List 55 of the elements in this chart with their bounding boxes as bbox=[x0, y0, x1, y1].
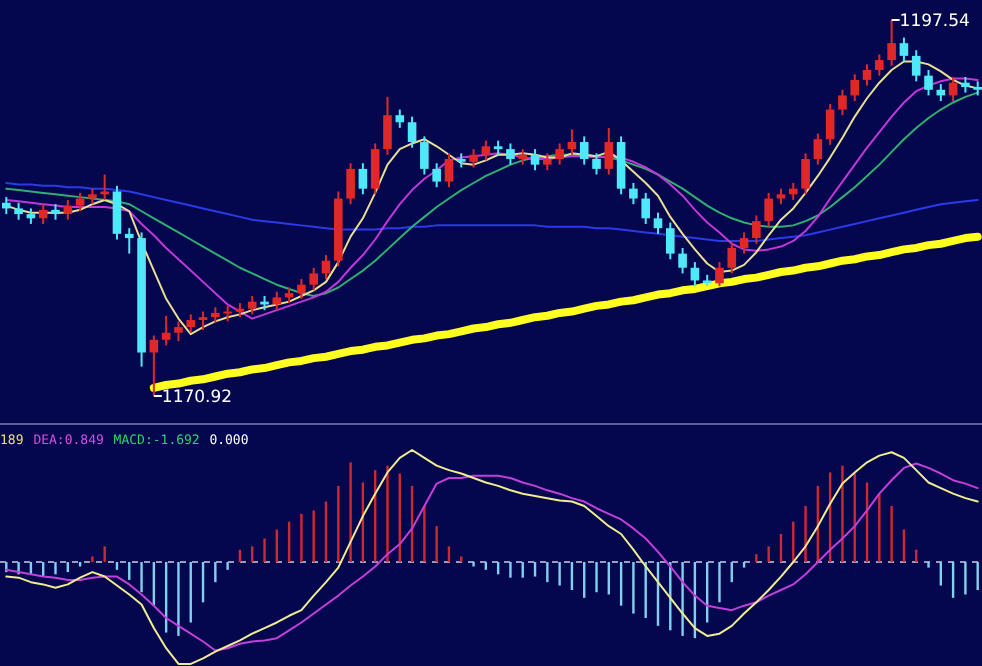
candlestick bbox=[395, 108, 405, 129]
annotation: 1170.92 bbox=[161, 388, 233, 408]
candlestick bbox=[370, 142, 380, 196]
candlestick bbox=[801, 152, 810, 196]
annotation: 1197.54 bbox=[899, 12, 970, 32]
candlestick bbox=[665, 221, 675, 261]
candlestick bbox=[469, 148, 478, 169]
candlestick bbox=[678, 246, 687, 275]
candlestick bbox=[420, 135, 429, 176]
candlestick bbox=[838, 88, 847, 117]
candlestick bbox=[309, 266, 319, 292]
candlestick bbox=[924, 69, 933, 97]
candlestick bbox=[850, 73, 860, 103]
candlestick bbox=[481, 139, 491, 162]
candlestick bbox=[383, 95, 392, 156]
candlestick bbox=[875, 53, 884, 77]
candlestick bbox=[272, 290, 282, 312]
candlestick bbox=[715, 261, 724, 288]
candlestick bbox=[432, 162, 441, 189]
candlestick bbox=[124, 227, 134, 255]
candlestick bbox=[100, 173, 109, 201]
candlestick bbox=[174, 320, 183, 343]
candlestick bbox=[297, 278, 306, 300]
candlestick bbox=[887, 19, 896, 67]
candlestick bbox=[616, 135, 626, 196]
candlestick bbox=[530, 148, 540, 172]
candlestick bbox=[444, 152, 454, 189]
candlestick bbox=[813, 132, 823, 166]
candlestick bbox=[604, 126, 614, 176]
candlestick bbox=[825, 102, 835, 146]
candlestick bbox=[739, 231, 749, 255]
candlestick bbox=[346, 162, 355, 206]
candlestick bbox=[764, 191, 773, 228]
candlestick bbox=[727, 241, 737, 275]
candlestick bbox=[911, 49, 921, 83]
candlestick bbox=[629, 182, 638, 206]
candlestick bbox=[653, 211, 663, 235]
candlestick bbox=[752, 214, 761, 245]
candlestick bbox=[567, 128, 577, 156]
candlestick bbox=[358, 162, 368, 196]
candlestick bbox=[555, 142, 564, 166]
candlestick bbox=[198, 310, 208, 331]
candlestick bbox=[161, 314, 171, 347]
candlestick bbox=[247, 295, 257, 316]
candlestick bbox=[641, 191, 651, 225]
candlestick bbox=[579, 135, 589, 166]
candlestick bbox=[407, 115, 417, 149]
candlestick bbox=[862, 63, 872, 87]
candlestick bbox=[75, 191, 85, 213]
candlestick bbox=[186, 313, 196, 334]
candlestick bbox=[899, 36, 909, 63]
candlestick bbox=[112, 184, 122, 241]
candlestick bbox=[506, 142, 515, 166]
candlestick bbox=[63, 198, 73, 221]
candlestick bbox=[592, 152, 601, 176]
